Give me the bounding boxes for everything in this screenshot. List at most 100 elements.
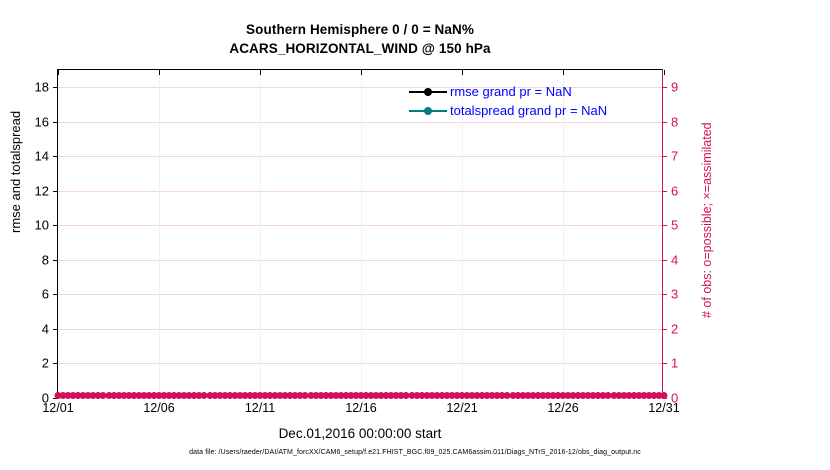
left-axis-tick-mark — [53, 156, 58, 158]
obs-possible-marker — [69, 392, 77, 399]
obs-possible-marker — [175, 392, 183, 399]
obs-assimilated-marker: × — [222, 390, 228, 400]
left-axis-tick-label: 14 — [34, 148, 49, 164]
obs-possible-marker — [211, 392, 219, 399]
grid-line-vertical — [361, 70, 362, 396]
obs-assimilated-marker: × — [317, 390, 324, 400]
left-axis-tick-label: 16 — [34, 114, 49, 130]
obs-possible-marker — [332, 392, 340, 399]
obs-possible-marker — [554, 392, 562, 399]
bottom-axis-tick-label: 12/11 — [244, 401, 276, 415]
obs-assimilated-marker: × — [474, 390, 480, 400]
obs-possible-marker — [130, 392, 138, 399]
obs-possible-marker — [301, 392, 309, 399]
obs-possible-marker — [579, 392, 587, 399]
obs-possible-marker — [498, 392, 506, 399]
obs-assimilated-marker: × — [151, 390, 157, 400]
obs-assimilated-marker: × — [484, 390, 490, 400]
grid-line-horizontal — [58, 328, 662, 330]
chart-title-line-2: ACARS_HORIZONTAL_WIND @ 150 hPa — [229, 41, 491, 56]
obs-assimilated-marker: × — [247, 390, 253, 400]
obs-assimilated-marker: × — [418, 390, 425, 400]
obs-assimilated-marker: × — [494, 390, 500, 400]
legend-label: totalspread grand pr = NaN — [450, 103, 608, 118]
obs-possible-marker — [539, 392, 547, 399]
obs-assimilated-marker: × — [131, 390, 137, 400]
obs-possible-marker — [594, 392, 602, 399]
obs-assimilated-marker: × — [287, 390, 293, 400]
obs-assimilated-marker: × — [535, 390, 541, 400]
obs-assimilated-marker: × — [590, 390, 596, 400]
right-axis-title: # of obs: o=possible; ×=assimilated — [700, 122, 714, 318]
obs-assimilated-marker: × — [161, 390, 167, 400]
obs-assimilated-marker: × — [227, 390, 233, 400]
right-axis-tick-mark — [662, 398, 667, 399]
obs-possible-marker — [236, 392, 244, 399]
obs-assimilated-marker: × — [570, 390, 576, 400]
obs-assimilated-marker: × — [444, 390, 450, 400]
top-axis-tick-mark — [260, 70, 261, 75]
obs-possible-marker — [604, 392, 612, 399]
left-axis-tick-mark — [53, 259, 58, 261]
left-axis-tick-mark — [53, 225, 58, 227]
obs-assimilated-marker: × — [136, 390, 142, 400]
obs-assimilated-marker: × — [196, 390, 203, 400]
obs-assimilated-marker: × — [262, 390, 268, 400]
bottom-axis-tick-label: 12/31 — [648, 401, 680, 415]
bottom-axis-tick-label: 12/01 — [42, 401, 74, 415]
obs-assimilated-marker: × — [333, 390, 339, 400]
obs-possible-marker — [599, 392, 607, 399]
obs-possible-marker — [408, 392, 415, 399]
left-axis-tick-label: 2 — [41, 355, 49, 371]
right-axis-tick-mark — [662, 87, 667, 89]
obs-assimilated-marker: × — [166, 390, 172, 400]
obs-possible-marker — [125, 392, 133, 399]
left-axis-tick-label: 0 — [41, 390, 49, 406]
legend-label: rmse grand pr = NaN — [450, 84, 572, 99]
legend-item[interactable]: rmse grand pr = NaN — [409, 82, 659, 101]
grid-line-horizontal — [58, 190, 662, 192]
obs-assimilated-marker: × — [328, 390, 334, 400]
obs-count-marker-series: × × × × × × × × × × × × × × × × × × × × × × × × × × × × × × × × × × × × × × × ×… — [54, 390, 668, 400]
obs-possible-marker — [493, 392, 501, 399]
left-axis-tick-mark — [53, 190, 58, 192]
obs-assimilated-marker: × — [646, 390, 652, 400]
obs-possible-marker — [640, 392, 648, 399]
legend-item[interactable]: totalspread grand pr = NaN — [409, 101, 659, 120]
grid-line-horizontal — [58, 225, 662, 227]
obs-assimilated-marker: × — [80, 390, 86, 400]
obs-possible-marker — [382, 392, 390, 399]
right-axis-tick-label: 8 — [671, 114, 679, 130]
right-axis-tick-label: 4 — [671, 252, 679, 268]
left-axis-tick-mark — [53, 121, 58, 123]
obs-assimilated-marker: × — [75, 390, 81, 400]
chart-title: Southern Hemisphere 0 / 0 = NaN% ACARS_H… — [0, 20, 720, 58]
obs-possible-marker — [483, 392, 491, 399]
obs-possible-marker — [286, 392, 294, 399]
obs-assimilated-marker: × — [605, 390, 612, 400]
obs-possible-marker — [584, 392, 592, 399]
obs-possible-marker — [342, 392, 350, 399]
obs-assimilated-marker: × — [378, 390, 384, 400]
obs-assimilated-marker: × — [489, 390, 495, 400]
obs-assimilated-marker: × — [373, 390, 379, 400]
obs-possible-marker — [170, 392, 178, 399]
left-axis-tick-mark — [53, 398, 58, 399]
obs-assimilated-marker: × — [237, 390, 243, 400]
obs-possible-marker — [94, 392, 102, 399]
obs-assimilated-marker: × — [413, 390, 420, 400]
obs-assimilated-marker: × — [580, 390, 586, 400]
obs-assimilated-marker: × — [105, 390, 112, 400]
obs-possible-marker — [190, 392, 198, 399]
obs-possible-marker — [216, 392, 224, 399]
obs-possible-marker — [271, 392, 279, 399]
obs-assimilated-marker: × — [393, 390, 399, 400]
obs-possible-marker — [564, 392, 572, 399]
right-axis-tick-label: 2 — [671, 321, 679, 337]
grid-line-horizontal — [58, 259, 662, 261]
obs-assimilated-marker: × — [110, 390, 117, 400]
obs-assimilated-marker: × — [211, 390, 218, 400]
legend: rmse grand pr = NaN totalspread grand pr … — [409, 82, 659, 120]
grid-line-horizontal — [58, 87, 662, 89]
